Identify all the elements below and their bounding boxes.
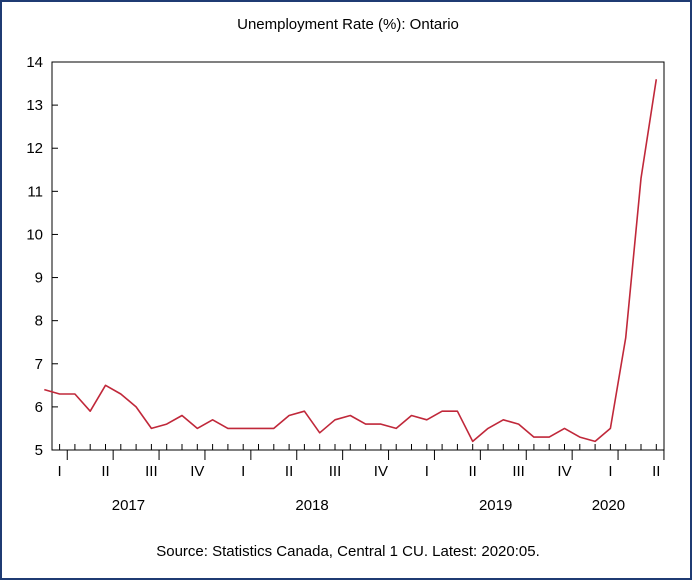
x-quarter-label: II (652, 463, 660, 480)
y-tick-label: 14 (26, 54, 43, 71)
y-tick-label: 9 (35, 270, 43, 287)
x-year-label: 2019 (479, 497, 512, 514)
plot-area (52, 62, 664, 450)
y-tick-label: 6 (35, 399, 43, 416)
x-quarter-label: IV (190, 463, 204, 480)
x-quarter-label: III (329, 463, 342, 480)
y-tick-label: 11 (27, 183, 43, 200)
y-tick-label: 5 (35, 442, 43, 459)
x-year-label: 2018 (295, 497, 328, 514)
y-tick-label: 12 (26, 140, 43, 157)
y-tick-label: 8 (35, 313, 43, 330)
y-tick-label: 7 (35, 356, 43, 373)
y-tick-label: 10 (26, 226, 43, 243)
x-quarter-label: III (512, 463, 525, 480)
x-quarter-label: III (145, 463, 158, 480)
x-quarter-label: I (608, 463, 612, 480)
x-year-label: 2020 (592, 497, 625, 514)
x-quarter-label: IV (374, 463, 388, 480)
source-note: Source: Statistics Canada, Central 1 CU.… (2, 543, 692, 560)
x-quarter-label: II (469, 463, 477, 480)
x-quarter-label: II (285, 463, 293, 480)
x-quarter-label: IV (557, 463, 571, 480)
x-quarter-label: II (101, 463, 109, 480)
x-year-label: 2017 (112, 497, 145, 514)
x-quarter-label: I (241, 463, 245, 480)
x-quarter-label: I (58, 463, 62, 480)
x-quarter-label: I (425, 463, 429, 480)
y-tick-label: 13 (26, 97, 43, 114)
